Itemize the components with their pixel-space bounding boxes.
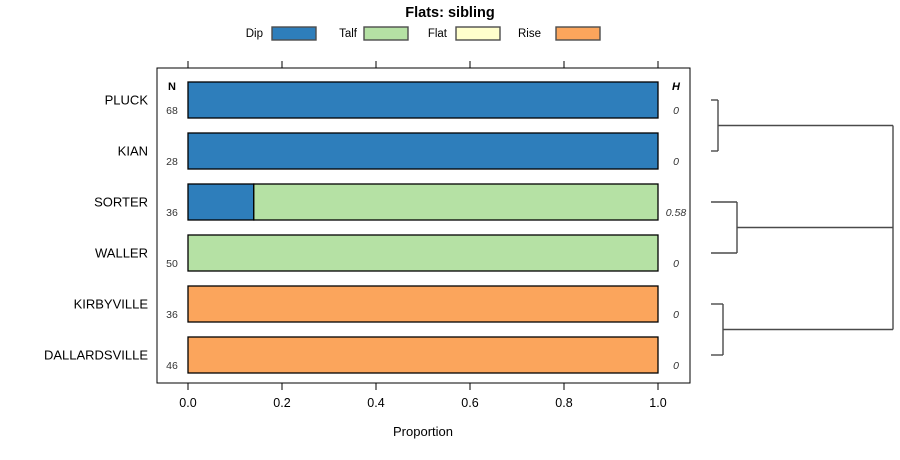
x-axis-label: Proportion xyxy=(393,424,453,439)
plot-box xyxy=(156,67,691,384)
h-value: 0.58 xyxy=(666,207,687,219)
n-value: 68 xyxy=(166,105,178,117)
bar-segment xyxy=(187,234,659,272)
h-value: 0 xyxy=(673,309,679,321)
bar-segment xyxy=(187,132,659,170)
legend-label: Rise xyxy=(518,28,541,40)
n-column-header: N xyxy=(168,81,176,93)
bar-segment xyxy=(187,285,659,323)
bar-segment xyxy=(187,81,659,119)
bar-segment xyxy=(187,183,255,221)
legend-label: Dip xyxy=(246,28,263,40)
bar-segment xyxy=(253,183,659,221)
h-value: 0 xyxy=(673,258,679,270)
h-value: 0 xyxy=(673,105,679,117)
h-value: 0 xyxy=(673,156,679,168)
legend-swatch xyxy=(555,26,601,41)
axis-tick-label: 0.4 xyxy=(367,396,384,410)
axis-tick-label: 1.0 xyxy=(649,396,666,410)
axis-tick-label: 0.8 xyxy=(555,396,572,410)
n-value: 36 xyxy=(166,207,178,219)
category-label: PLUCK xyxy=(105,93,149,108)
axis-tick-label: 0.0 xyxy=(179,396,196,410)
category-label: DALLARDSVILLE xyxy=(44,348,148,363)
n-value: 28 xyxy=(166,156,178,168)
legend-label: Talf xyxy=(339,28,358,40)
h-column-header: H xyxy=(672,81,681,93)
category-label: SORTER xyxy=(94,195,148,210)
category-label: WALLER xyxy=(95,246,148,261)
axis-tick-label: 0.6 xyxy=(461,396,478,410)
legend-swatch xyxy=(455,26,501,41)
chart-title: Flats: sibling xyxy=(405,5,495,21)
axis-tick-label: 0.2 xyxy=(273,396,290,410)
category-label: KIRBYVILLE xyxy=(74,297,149,312)
category-label: KIAN xyxy=(118,144,148,159)
legend-swatch xyxy=(363,26,409,41)
h-value: 0 xyxy=(673,360,679,372)
bar-segment xyxy=(187,336,659,374)
n-value: 46 xyxy=(166,360,178,372)
n-value: 36 xyxy=(166,309,178,321)
legend-swatch xyxy=(271,26,317,41)
legend-label: Flat xyxy=(428,28,448,40)
n-value: 50 xyxy=(166,258,178,270)
